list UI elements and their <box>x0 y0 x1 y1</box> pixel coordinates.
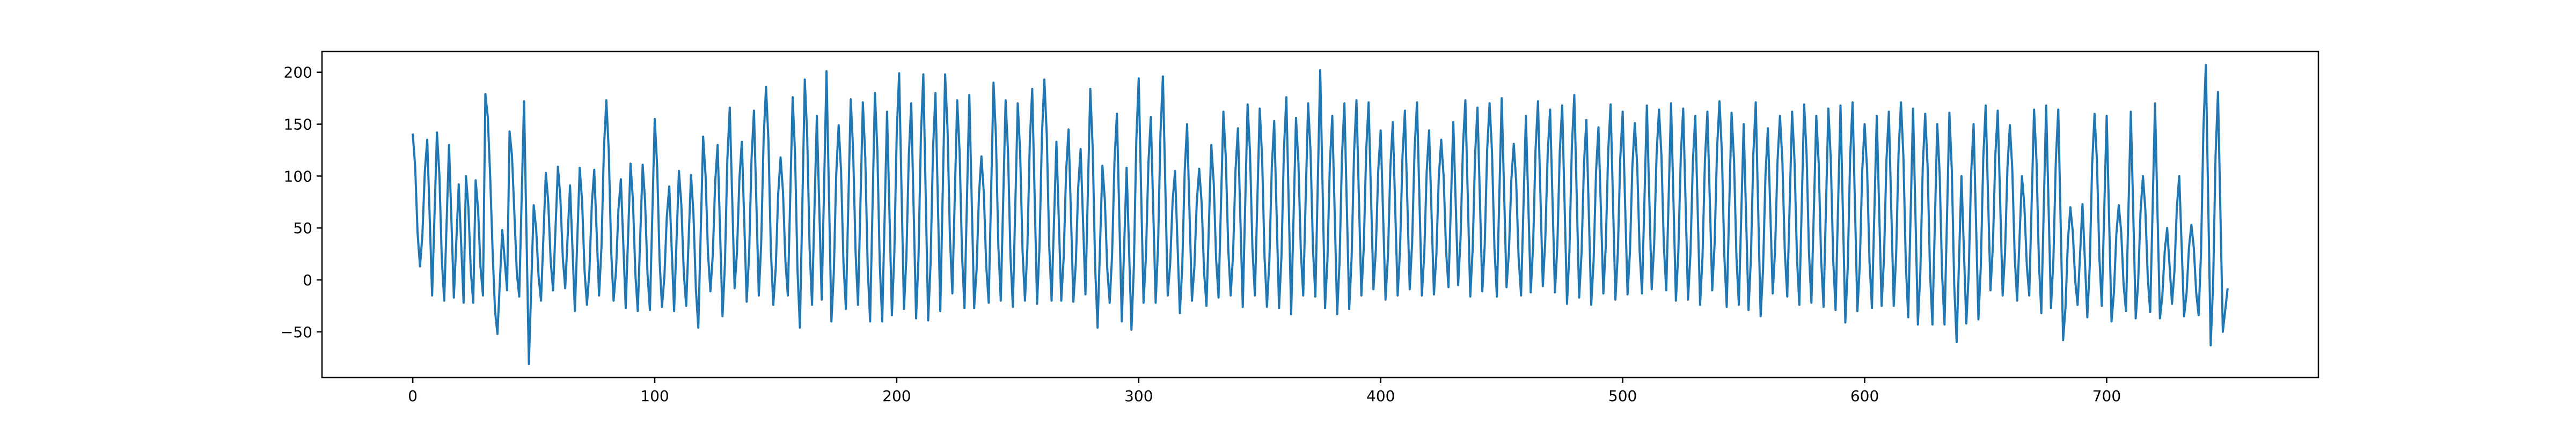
y-tick-label: 50 <box>293 219 312 237</box>
y-tick-label: −50 <box>281 323 312 341</box>
axes-frame <box>321 50 2319 379</box>
x-tick-label: 400 <box>1366 387 1395 405</box>
x-tick-label: 200 <box>882 387 911 405</box>
x-tick-label: 300 <box>1124 387 1153 405</box>
x-axis: 0 100 200 300 400 500 600 700 <box>408 378 2121 405</box>
x-tick-label: 0 <box>408 387 418 405</box>
y-tick-label: 0 <box>303 271 312 289</box>
plot-area <box>412 64 2229 365</box>
x-tick-label: 500 <box>1608 387 1637 405</box>
x-tick-label: 100 <box>640 387 669 405</box>
x-tick-label: 700 <box>2092 387 2121 405</box>
y-tick-label: 150 <box>284 116 312 134</box>
series-line <box>412 64 2229 365</box>
y-axis: −50 0 50 100 150 200 <box>281 64 322 341</box>
y-tick-label: 200 <box>284 64 312 82</box>
x-tick-label: 600 <box>1850 387 1879 405</box>
y-tick-label: 100 <box>284 167 312 185</box>
